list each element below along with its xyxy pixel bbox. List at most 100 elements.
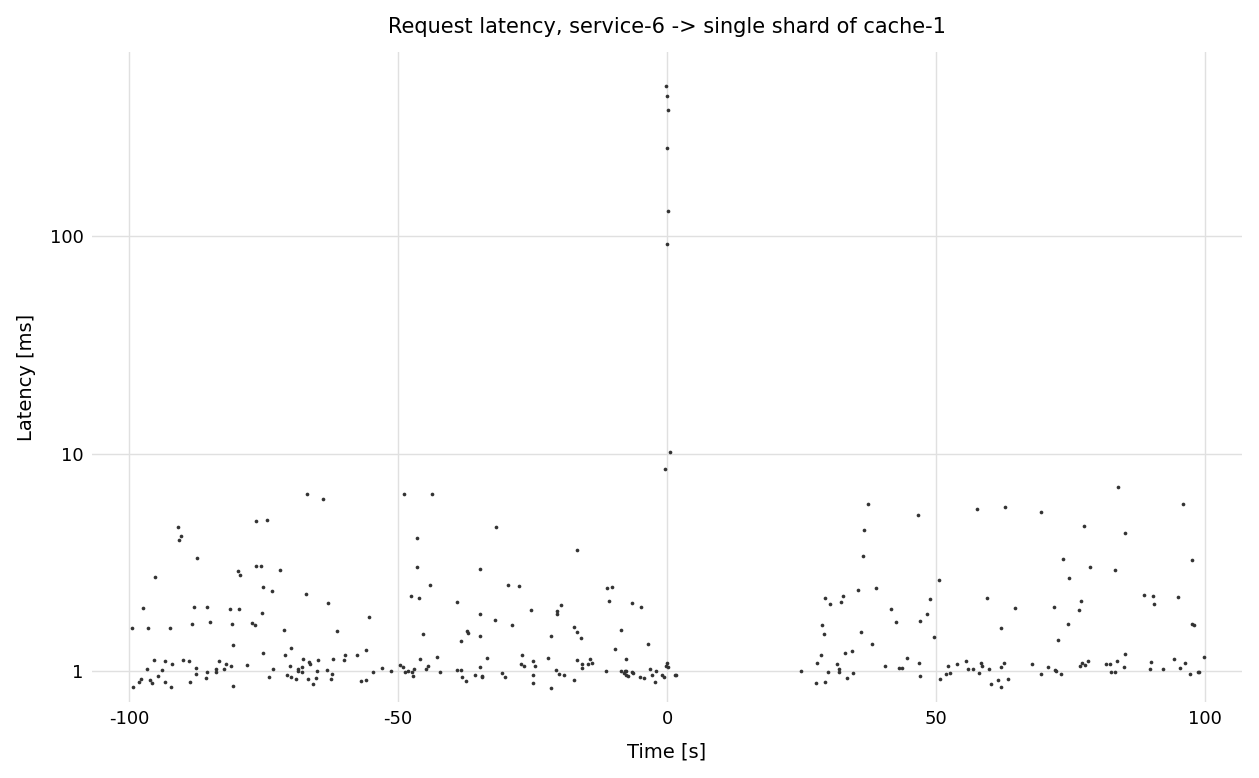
Point (820, 598, 840, 611)
Point (657, 142, 677, 154)
Point (400, 591, 421, 603)
Point (656, 657, 676, 670)
Point (657, 661, 677, 674)
Point (939, 667, 959, 679)
Point (956, 654, 976, 667)
Point (1180, 668, 1200, 680)
Point (1108, 481, 1128, 493)
Point (477, 652, 497, 664)
Point (409, 592, 429, 605)
Point (222, 618, 242, 630)
Point (815, 592, 835, 605)
Point (427, 650, 447, 663)
Point (1104, 666, 1124, 678)
Point (286, 673, 306, 685)
Point (572, 658, 592, 671)
Point (244, 619, 264, 632)
Point (394, 488, 414, 500)
Point (977, 591, 997, 604)
Point (1071, 594, 1092, 607)
Point (277, 669, 297, 682)
Point (511, 649, 531, 661)
Point (665, 669, 685, 682)
Point (580, 653, 601, 665)
Point (413, 628, 433, 640)
Point (185, 668, 205, 681)
Point (929, 574, 949, 587)
Point (1168, 591, 1188, 603)
Point (184, 601, 204, 613)
Point (293, 653, 313, 665)
Point (859, 498, 879, 510)
Point (616, 668, 636, 681)
Point (472, 671, 492, 683)
Point (408, 531, 428, 544)
Point (656, 79, 676, 92)
Point (875, 660, 895, 672)
Point (1078, 654, 1098, 667)
Point (491, 667, 511, 679)
Point (811, 649, 831, 661)
Point (252, 607, 272, 619)
Point (1143, 590, 1163, 602)
Point (246, 515, 266, 527)
Point (554, 669, 574, 682)
Point (1115, 647, 1136, 660)
Point (485, 614, 505, 626)
Point (281, 641, 301, 654)
Point (889, 662, 909, 675)
Point (183, 618, 203, 630)
Point (223, 640, 243, 652)
Point (540, 629, 560, 642)
Point (246, 559, 266, 572)
Point (281, 671, 301, 684)
Point (1053, 553, 1073, 566)
Point (599, 595, 619, 608)
Point (220, 602, 240, 615)
Point (431, 666, 451, 678)
Point (635, 672, 655, 685)
Point (991, 661, 1011, 673)
Point (137, 662, 157, 675)
Point (652, 669, 672, 682)
Point (1182, 553, 1202, 566)
Point (1059, 572, 1079, 584)
Point (546, 664, 567, 676)
Point (306, 672, 326, 685)
Point (486, 520, 506, 533)
Point (470, 661, 490, 673)
Point (920, 593, 940, 605)
Point (151, 664, 171, 677)
Point (851, 626, 871, 638)
Point (1069, 604, 1089, 616)
Point (606, 643, 626, 655)
Point (597, 582, 617, 594)
Point (1185, 619, 1205, 632)
Point (317, 664, 337, 676)
Point (259, 671, 279, 683)
Point (279, 660, 300, 672)
Point (1139, 663, 1160, 675)
Point (1080, 561, 1100, 573)
Point (854, 550, 874, 562)
Point (470, 608, 490, 620)
Point (893, 661, 913, 674)
Point (815, 628, 835, 640)
Point (655, 463, 675, 475)
Point (1144, 598, 1165, 611)
Point (402, 665, 422, 678)
Point (1100, 666, 1121, 678)
Point (578, 658, 598, 671)
Point (525, 660, 545, 672)
Point (470, 630, 490, 643)
Point (541, 682, 562, 695)
Point (844, 667, 864, 679)
Point (570, 632, 590, 644)
Point (551, 599, 572, 612)
Point (1073, 657, 1093, 670)
Point (812, 619, 832, 632)
Point (930, 672, 951, 685)
Point (1163, 653, 1183, 665)
Point (645, 675, 665, 688)
Point (122, 622, 142, 634)
